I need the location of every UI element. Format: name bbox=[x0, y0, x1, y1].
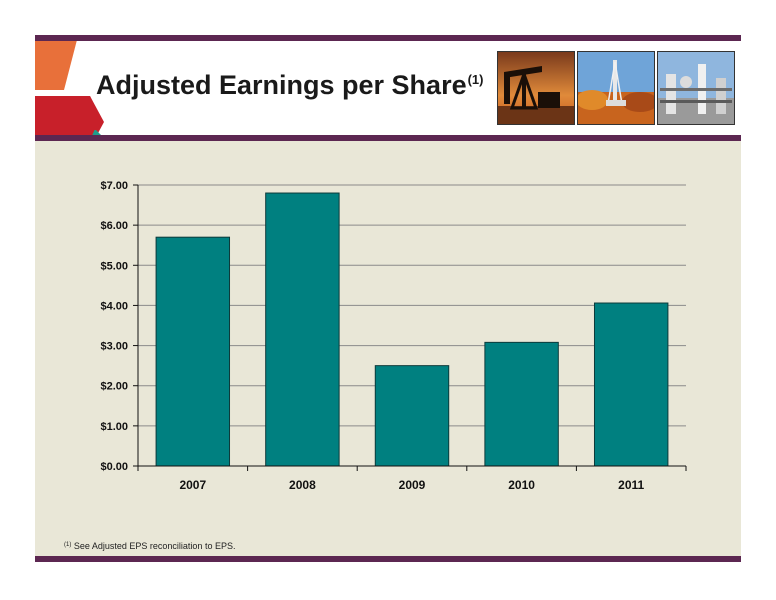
x-tick-label: 2007 bbox=[179, 478, 206, 492]
y-tick-label: $4.00 bbox=[100, 300, 128, 312]
x-tick-labels: 2007 2008 2009 2010 2011 bbox=[179, 478, 644, 492]
page-title: Adjusted Earnings per Share(1) bbox=[96, 70, 483, 101]
x-tick-label: 2008 bbox=[289, 478, 316, 492]
y-tick-label: $0.00 bbox=[100, 461, 128, 473]
bar-2010 bbox=[484, 341, 559, 467]
bar-2008 bbox=[265, 192, 340, 467]
page-title-text: Adjusted Earnings per Share bbox=[96, 70, 467, 100]
y-tick-label: $6.00 bbox=[100, 220, 128, 232]
footnote: (1) See Adjusted EPS reconciliation to E… bbox=[64, 541, 235, 551]
axes bbox=[133, 184, 687, 471]
oil-pumpjack-image bbox=[498, 52, 574, 124]
y-tick-label: $1.00 bbox=[100, 421, 128, 433]
drilling-rig-photo bbox=[577, 51, 655, 125]
x-tick-label: 2010 bbox=[508, 478, 535, 492]
title-footnote-mark: (1) bbox=[467, 72, 484, 87]
y-tick-label: $7.00 bbox=[100, 180, 128, 192]
processing-plant-photo bbox=[657, 51, 735, 125]
orange-arrow-shape bbox=[35, 36, 78, 90]
bar-2007 bbox=[155, 236, 231, 467]
footnote-mark: (1) bbox=[64, 542, 72, 548]
y-tick-labels: $0.00 $1.00 $2.00 $3.00 $4.00 $5.00 $6.00 $7.00 bbox=[100, 180, 128, 473]
y-tick-label: $3.00 bbox=[100, 341, 128, 353]
x-tick-label: 2009 bbox=[399, 478, 426, 492]
x-tick-label: 2011 bbox=[618, 478, 644, 492]
drilling-rig-image bbox=[578, 52, 654, 124]
header-divider bbox=[35, 135, 741, 141]
bars bbox=[155, 192, 669, 467]
top-rule bbox=[35, 35, 741, 41]
processing-plant-image bbox=[658, 52, 734, 124]
oil-pumpjack-photo bbox=[497, 51, 575, 125]
red-arrow-shape-front bbox=[35, 96, 100, 140]
y-tick-label: $2.00 bbox=[100, 381, 128, 393]
bar-2011 bbox=[593, 302, 669, 467]
bottom-rule bbox=[35, 556, 741, 562]
footnote-text: See Adjusted EPS reconciliation to EPS. bbox=[73, 541, 236, 551]
bar-2009 bbox=[374, 365, 450, 467]
y-tick-label: $5.00 bbox=[100, 260, 128, 272]
